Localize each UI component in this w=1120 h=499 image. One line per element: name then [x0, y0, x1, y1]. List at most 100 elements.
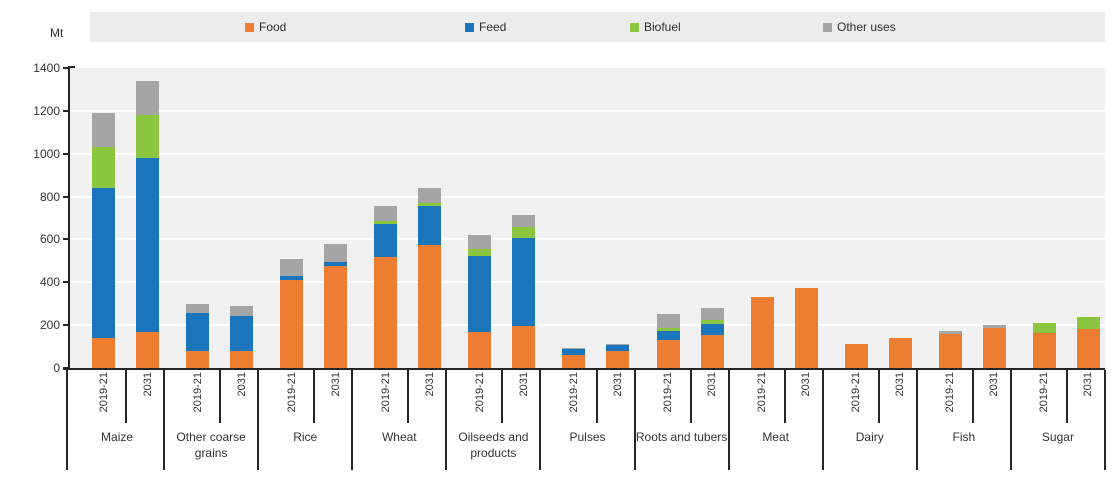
x-tick-label-2019-21: 2019-21 [473, 372, 486, 413]
bar-group-sugar [1011, 68, 1105, 368]
bar-segment-other-uses [374, 206, 398, 222]
bar-segment-food [230, 350, 254, 368]
bar-segment-other-uses [562, 348, 586, 350]
x-tick-label-2031: 2031 [329, 372, 342, 397]
x-axis-bar-separator [689, 370, 692, 423]
x-axis-group-separator [1009, 370, 1012, 470]
category-label-roots-and-tubers: Roots and tubers [635, 430, 728, 444]
legend-item-label: Biofuel [644, 20, 681, 34]
x-axis-group-separator [66, 370, 68, 470]
x-tick-label-2019-21: 2019-21 [850, 372, 863, 413]
category-label-pulses: Pulses [569, 430, 606, 444]
bar-segment-feed [606, 344, 630, 352]
category-label-meat: Meat [762, 430, 789, 444]
bar-group-pulses [540, 68, 634, 368]
x-tick-label-2031: 2031 [141, 372, 154, 397]
x-axis-group-separator [821, 370, 824, 470]
x-axis-bar-separator [783, 370, 786, 423]
stacked-bar-wheat-2031 [418, 188, 442, 368]
x-tick-label-2019-21: 2019-21 [944, 372, 957, 413]
category-label-wheat: Wheat [381, 430, 417, 444]
x-axis-bar-separator [219, 370, 222, 423]
legend-swatch-icon [245, 22, 254, 32]
y-axis-tick-200 [63, 324, 69, 327]
bar-segment-food [468, 331, 492, 368]
x-tick-label-2019-21: 2019-21 [285, 372, 298, 413]
bar-segment-other-uses [230, 305, 254, 316]
bar-segment-food [186, 350, 210, 368]
bar-segment-food [794, 287, 818, 368]
gridline-200 [70, 324, 1105, 327]
category-label-dairy: Dairy [855, 430, 884, 444]
gridline-1000 [70, 152, 1105, 155]
stacked-bar-oilseeds-and-products-2031 [512, 214, 536, 368]
stacked-bar-other-coarse-grains-2031 [230, 305, 254, 368]
category-label-maize: Maize [101, 430, 134, 444]
bar-segment-feed [186, 313, 210, 351]
x-axis-group-separator [257, 370, 260, 470]
bar-segment-food [280, 280, 304, 368]
x-axis-bar-separator [1065, 370, 1068, 423]
x-axis-group-separator [633, 370, 636, 470]
bar-segment-food [982, 328, 1006, 368]
bar-segment-food [512, 326, 536, 368]
x-tick-label-2031: 2031 [1082, 372, 1095, 397]
stacked-bar-roots-and-tubers-2019-21 [656, 314, 680, 368]
stacked-bar-oilseeds-and-products-2019-21 [468, 235, 492, 368]
bar-segment-food [562, 354, 586, 368]
stacked-bar-rice-2019-21 [280, 258, 304, 368]
bar-segment-food [844, 344, 868, 368]
y-axis-tick-label: 0 [53, 361, 60, 375]
y-axis-serif [68, 66, 75, 68]
stacked-bar-fish-2019-21 [938, 330, 962, 368]
stacked-bar-maize-2019-21 [92, 113, 115, 368]
legend-item-label: Food [259, 20, 287, 34]
bar-segment-other-uses [606, 343, 630, 345]
x-axis-line [63, 368, 1105, 370]
stacked-bar-maize-2031 [136, 80, 159, 368]
x-axis-group-separator [163, 370, 166, 470]
y-axis-tick-label: 400 [39, 275, 60, 290]
category-label-sugar: Sugar [1041, 430, 1074, 444]
stacked-bar-fish-2031 [982, 325, 1006, 368]
bar-segment-other-uses [468, 235, 492, 250]
x-axis-group-separator [1104, 370, 1106, 470]
legend: Food Feed Biofuel Other uses [90, 12, 1105, 42]
x-tick-label-2031: 2031 [235, 372, 248, 397]
stacked-bar-sugar-2031 [1076, 316, 1100, 368]
bar-segment-biofuel [1076, 316, 1100, 330]
stacked-bar-rice-2031 [324, 243, 348, 368]
legend-swatch-icon [465, 22, 474, 32]
bar-segment-feed [656, 330, 680, 341]
y-axis-line [68, 66, 70, 370]
x-tick-label-2019-21: 2019-21 [379, 372, 392, 413]
bar-segment-biofuel [656, 328, 680, 331]
x-axis-group-separator [445, 370, 448, 470]
x-axis-group-separator [727, 370, 730, 470]
y-axis-tick-1200 [63, 109, 69, 112]
bar-segment-food [136, 331, 159, 368]
stacked-bar-sugar-2019-21 [1032, 323, 1056, 368]
legend-item-label: Other uses [837, 20, 896, 34]
bar-segment-biofuel [468, 249, 492, 256]
bar-segment-biofuel [418, 203, 442, 207]
y-axis-tick-1000 [63, 152, 69, 155]
category-label-fish: Fish [952, 430, 976, 444]
bar-group-rice [258, 68, 352, 368]
stacked-bar-pulses-2019-21 [562, 348, 586, 368]
y-axis-tick-label: 600 [39, 232, 60, 247]
legend-item-feed: Feed [465, 20, 506, 34]
x-tick-label-2031: 2031 [988, 372, 1001, 397]
stacked-bar-dairy-2031 [888, 338, 912, 368]
y-axis-tick-label: 200 [39, 318, 60, 333]
x-axis-bar-separator [501, 370, 504, 423]
bar-segment-food [324, 266, 348, 368]
bar-segment-biofuel [136, 115, 159, 158]
x-axis-bar-separator [313, 370, 316, 423]
bar-segment-biofuel [512, 226, 536, 239]
x-axis-bar-separator [125, 370, 128, 423]
bar-segment-feed [700, 324, 724, 335]
x-tick-label-2019-21: 2019-21 [662, 372, 675, 413]
bar-segment-other-uses [656, 314, 680, 329]
y-axis-unit-label: Mt [50, 26, 64, 40]
